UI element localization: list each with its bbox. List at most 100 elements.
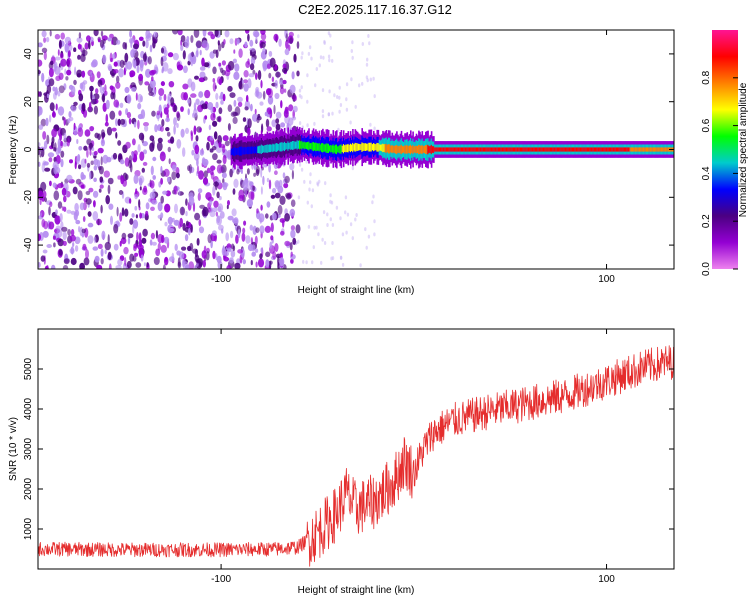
noise-speckle [194, 144, 200, 155]
noise-speckle [317, 232, 320, 237]
signal-track-cell [334, 144, 337, 154]
noise-speckle [215, 253, 218, 261]
noise-speckle [163, 168, 170, 177]
noise-speckle [38, 70, 41, 75]
signal-track-cell [283, 141, 286, 152]
noise-speckle [210, 112, 216, 121]
noise-speckle [159, 125, 164, 132]
noise-speckle [101, 230, 106, 240]
signal-track-cell [307, 142, 309, 150]
noise-speckle [361, 81, 364, 86]
noise-speckle [266, 177, 270, 183]
noise-speckle [173, 219, 180, 226]
noise-speckle [57, 106, 65, 116]
signal-track-cell [443, 147, 446, 152]
noise-speckle [104, 90, 108, 96]
noise-speckle [113, 99, 119, 108]
noise-speckle [274, 170, 278, 175]
signal-track-cell [640, 147, 642, 152]
noise-speckle [165, 127, 170, 132]
noise-speckle [61, 226, 68, 232]
snr-series-line [38, 345, 674, 567]
signal-track-cell [613, 147, 616, 152]
signal-track-cell [464, 147, 466, 152]
signal-track-cell [606, 147, 609, 152]
noise-speckle [131, 87, 137, 92]
noise-speckle [108, 65, 113, 72]
noise-speckle [88, 142, 94, 149]
noise-speckle [161, 119, 165, 127]
noise-speckle [274, 192, 281, 199]
noise-speckle [135, 214, 138, 219]
colorbar-tick-label: 0.6 [701, 118, 712, 132]
noise-speckle [63, 258, 70, 265]
noise-speckle [318, 179, 321, 184]
noise-speckle [359, 263, 362, 268]
noise-speckle [232, 188, 236, 195]
noise-speckle [302, 259, 305, 264]
colorbar-tick-label: 0.2 [701, 214, 712, 228]
signal-track-cell [662, 147, 664, 152]
noise-speckle [298, 88, 302, 93]
noise-speckle [90, 160, 94, 166]
noise-speckle [180, 35, 186, 43]
noise-speckle [185, 198, 188, 206]
noise-speckle [58, 85, 65, 94]
noise-speckle [245, 61, 251, 68]
noise-speckle [121, 232, 127, 240]
signal-track-cell [468, 147, 471, 152]
noise-speckle [206, 141, 210, 151]
noise-speckle [364, 227, 367, 232]
signal-track-cell [320, 143, 323, 152]
noise-speckle [117, 140, 122, 146]
noise-speckle [92, 190, 99, 198]
noise-speckle [262, 47, 266, 55]
noise-speckle [150, 206, 155, 211]
signal-track-cell [637, 147, 640, 152]
noise-speckle [182, 147, 186, 158]
signal-track-cell [339, 144, 341, 154]
signal-track-cell [599, 147, 602, 152]
noise-speckle [246, 168, 250, 175]
noise-speckle [288, 104, 294, 112]
signal-track-cell [597, 147, 599, 152]
noise-speckle [102, 86, 105, 93]
noise-speckle [143, 185, 148, 193]
noise-speckle [103, 170, 111, 178]
noise-speckle [309, 172, 312, 177]
noise-speckle [119, 240, 122, 247]
noise-speckle [232, 58, 237, 64]
noise-speckle [53, 147, 57, 152]
noise-speckle [97, 218, 100, 226]
signal-track-cell [238, 146, 241, 156]
noise-speckle [292, 237, 297, 245]
noise-speckle [270, 235, 274, 241]
noise-speckle [115, 39, 121, 45]
noise-speckle [161, 68, 164, 74]
noise-speckle [127, 233, 134, 239]
noise-speckle [76, 37, 83, 43]
noise-speckle [355, 213, 358, 217]
noise-speckle [223, 39, 226, 45]
snr-y-tick-label: 1000 [23, 517, 34, 540]
noise-speckle [338, 109, 341, 114]
noise-speckle [204, 115, 208, 120]
noise-speckle [100, 138, 105, 147]
noise-speckle [209, 51, 215, 59]
signal-track-cell [408, 145, 411, 154]
signal-track-cell [526, 147, 529, 152]
signal-track-cell [626, 147, 628, 152]
noise-speckle [327, 112, 331, 117]
noise-speckle [172, 52, 179, 61]
noise-speckle [81, 228, 87, 234]
noise-speckle [254, 72, 258, 80]
noise-speckle [284, 175, 290, 184]
noise-speckle [227, 85, 233, 92]
signal-track-cell [281, 142, 284, 152]
noise-speckle [121, 207, 125, 217]
signal-track-cell [234, 147, 236, 156]
noise-speckle [68, 111, 72, 118]
noise-speckle [158, 95, 162, 101]
noise-speckle [55, 103, 58, 111]
noise-speckle [81, 70, 86, 78]
